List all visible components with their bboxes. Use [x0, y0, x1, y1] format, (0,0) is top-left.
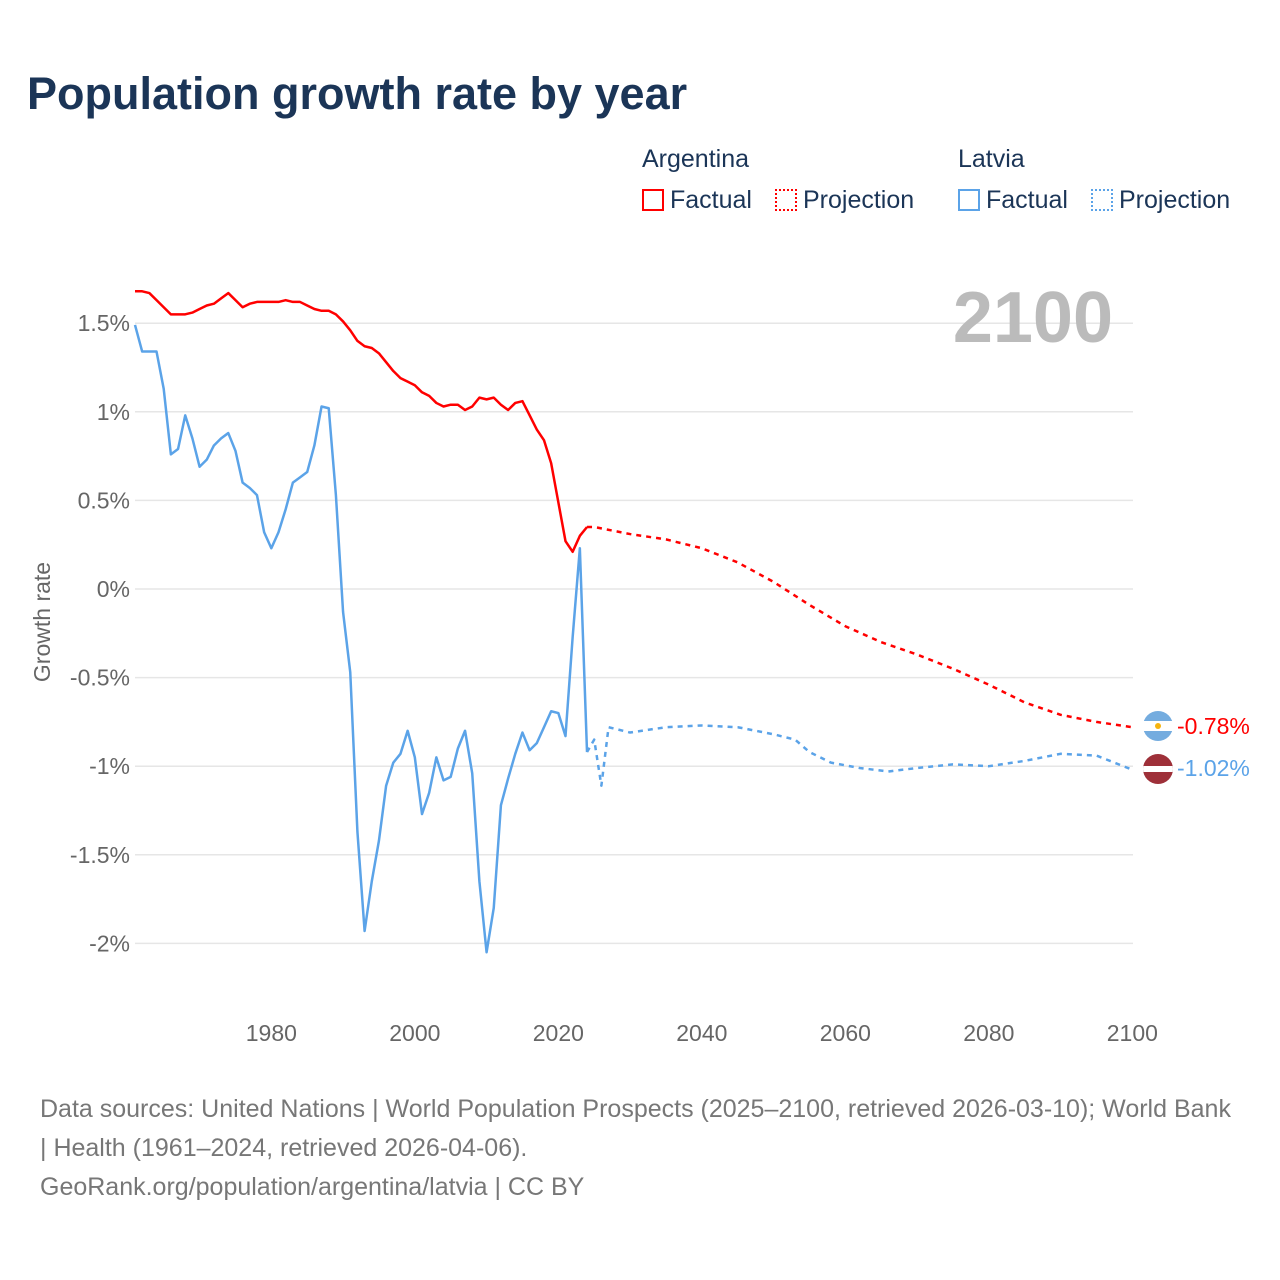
- legend-argentina-projection[interactable]: Projection: [775, 186, 914, 215]
- legend-label: Projection: [1119, 186, 1231, 214]
- y-tick-label: 0.5%: [78, 487, 130, 513]
- series-line-latvia-projection[interactable]: [585, 724, 1133, 787]
- series-line-argentina-factual[interactable]: [135, 290, 588, 554]
- flag-argentina-icon: [1143, 711, 1173, 741]
- y-tick-label: -1.5%: [70, 842, 130, 868]
- y-tick-label: 1%: [97, 399, 130, 425]
- flag-latvia-icon: [1143, 754, 1173, 784]
- y-axis-label: Growth rate: [29, 562, 55, 682]
- source-text: Data sources: United Nations | World Pop…: [40, 1095, 1231, 1162]
- year-label: 2100: [953, 278, 1113, 358]
- legend-argentina-factual[interactable]: Factual: [642, 186, 752, 215]
- end-label-latvia: -1.02%: [1177, 755, 1250, 781]
- x-tick-label: 2020: [533, 1020, 584, 1046]
- y-tick-label: 0%: [97, 576, 130, 602]
- x-tick-label: 2040: [676, 1020, 727, 1046]
- legend-argentina-title: Argentina: [642, 145, 750, 173]
- legend-swatch-icon: [775, 189, 797, 211]
- x-tick-label: 2060: [820, 1020, 871, 1046]
- x-tick-label: 2080: [963, 1020, 1014, 1046]
- y-tick-label: -1%: [89, 753, 130, 779]
- x-tick-label: 2000: [389, 1020, 440, 1046]
- series-line-argentina-projection[interactable]: [587, 525, 1133, 729]
- end-label-argentina: -0.78%: [1177, 713, 1250, 739]
- series-line-latvia-factual[interactable]: [133, 324, 589, 954]
- source-link[interactable]: GeoRank.org/population/argentina/latvia …: [40, 1173, 585, 1201]
- legend-latvia-factual[interactable]: Factual: [958, 186, 1068, 215]
- legend-label: Factual: [670, 186, 752, 214]
- legend-latvia-title: Latvia: [958, 145, 1025, 173]
- legend-label: Projection: [803, 186, 915, 214]
- y-tick-label: 1.5%: [78, 310, 130, 336]
- y-tick-label: -2%: [89, 930, 130, 956]
- legend-swatch-icon: [958, 189, 980, 211]
- legend-swatch-icon: [642, 189, 664, 211]
- legend-swatch-icon: [1091, 189, 1113, 211]
- legend-label: Factual: [986, 186, 1068, 214]
- source-note: Data sources: United Nations | World Pop…: [40, 1090, 1240, 1207]
- y-tick-label: -0.5%: [70, 665, 130, 691]
- legend-latvia-projection[interactable]: Projection: [1091, 186, 1230, 215]
- x-tick-label: 1980: [246, 1020, 297, 1046]
- chart-title: Population growth rate by year: [27, 68, 688, 119]
- x-tick-label: 2100: [1107, 1020, 1158, 1046]
